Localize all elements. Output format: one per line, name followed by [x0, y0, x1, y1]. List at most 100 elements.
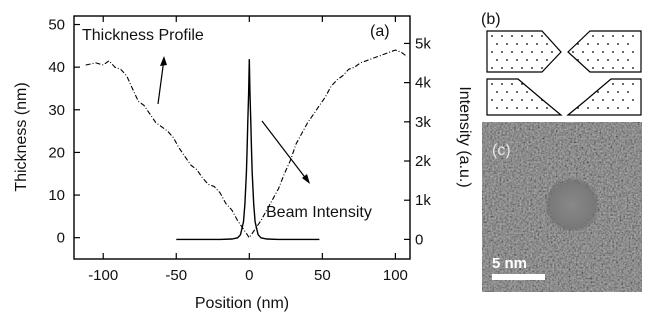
schematic-dots	[491, 35, 634, 109]
schematic-dot	[501, 67, 503, 69]
schematic-dot	[572, 51, 574, 53]
schematic-dot	[612, 83, 614, 85]
schematic-dot	[526, 91, 528, 93]
panel-c: (c) 5 nm	[482, 122, 642, 292]
schematic-dot	[531, 67, 533, 69]
schematic-dot	[612, 35, 614, 37]
beam-arrow-shaft	[261, 120, 308, 181]
schematic-dot	[632, 67, 634, 69]
schematic-dot	[607, 59, 609, 61]
schematic-dot	[541, 99, 543, 101]
schematic-taper-left	[567, 30, 642, 73]
schematic-dot	[551, 51, 553, 53]
schematic-taper-right	[486, 30, 562, 73]
schematic-dot	[597, 91, 599, 93]
y-right-tick-label: 2k	[415, 153, 431, 170]
y-left-tick-label: 10	[48, 187, 65, 204]
y-left-tick-label: 40	[48, 59, 65, 76]
y-right-tick-label: 4k	[415, 75, 431, 92]
y-left-tick-label: 0	[57, 230, 65, 247]
panel-b-label: (b)	[481, 11, 501, 28]
x-tick-label: 100	[383, 267, 408, 284]
schematic-dot	[496, 91, 498, 93]
schematic-dot	[577, 107, 579, 109]
schematic-dot	[587, 107, 589, 109]
schematic-dot	[511, 99, 513, 101]
x-axis-title: Position (nm)	[195, 295, 289, 312]
schematic-dot	[577, 43, 579, 45]
schematic-dot	[602, 51, 604, 53]
schematic-dot	[516, 59, 518, 61]
schematic-dot	[526, 59, 528, 61]
schematic-dot	[627, 43, 629, 45]
scale-bar	[492, 274, 545, 280]
panel-b: (b)	[481, 11, 642, 116]
schematic-dot	[622, 35, 624, 37]
schematic-dot	[491, 83, 493, 85]
schematic-dot	[632, 83, 634, 85]
x-tick-label: 50	[314, 267, 331, 284]
y-right-tick-label: 1k	[415, 192, 431, 209]
thickness-profile-annotation: Thickness Profile	[82, 27, 204, 44]
schematic-dot	[526, 43, 528, 45]
schematic-dot	[602, 35, 604, 37]
schematic-dot	[511, 83, 513, 85]
schematic-dot	[622, 67, 624, 69]
schematic-dot	[526, 107, 528, 109]
schematic-dot	[506, 43, 508, 45]
schematic-dot	[521, 51, 523, 53]
schematic-dot	[496, 43, 498, 45]
y-axis-right-title: Intensity (a.u.)	[456, 86, 473, 187]
panel-c-label: (c)	[492, 142, 511, 159]
schematic-dot	[617, 43, 619, 45]
schematic-dot	[521, 67, 523, 69]
schematic-dot	[602, 67, 604, 69]
schematic-dot	[617, 59, 619, 61]
schematic-dot	[592, 51, 594, 53]
y-right-tick-label: 3k	[415, 114, 431, 131]
schematic-dot	[501, 51, 503, 53]
schematic-dot	[511, 35, 513, 37]
series-thickness-profile	[85, 49, 408, 239]
schematic-dot	[627, 59, 629, 61]
x-tick-label: -100	[88, 267, 118, 284]
schematic-dot	[622, 83, 624, 85]
schematic-dot	[597, 107, 599, 109]
x-tick-label: 0	[245, 267, 253, 284]
schematic-dot	[501, 99, 503, 101]
schematic-dot	[506, 91, 508, 93]
schematic-dot	[516, 43, 518, 45]
scale-bar-label: 5 nm	[492, 255, 527, 272]
schematic-ramp-right	[486, 78, 563, 116]
schematic-dot	[592, 99, 594, 101]
y-right-tick-label: 0	[415, 231, 423, 248]
schematic-dot	[496, 59, 498, 61]
schematic-dot	[587, 59, 589, 61]
schematic-dot	[536, 43, 538, 45]
schematic-dot	[521, 83, 523, 85]
schematic-dot	[506, 107, 508, 109]
schematic-dot	[516, 107, 518, 109]
schematic-dot	[491, 99, 493, 101]
schematic-dot	[627, 91, 629, 93]
y-left-tick-label: 30	[48, 102, 65, 119]
thickness-arrow-shaft	[157, 58, 165, 105]
schematic-dot	[546, 59, 548, 61]
y-axis-left-title: Thickness (nm)	[13, 82, 30, 191]
panel-a-label: (a)	[370, 23, 390, 40]
schematic-dot	[501, 83, 503, 85]
x-tick-label: -50	[165, 267, 187, 284]
schematic-dot	[602, 99, 604, 101]
schematic-dot	[531, 35, 533, 37]
y-right-tick-label: 5k	[415, 35, 431, 52]
schematic-dot	[521, 99, 523, 101]
schematic-dot	[536, 59, 538, 61]
y-left-tick-label: 50	[48, 17, 65, 34]
schematic-dot	[501, 35, 503, 37]
schematic-dot	[491, 51, 493, 53]
schematic-dot	[622, 99, 624, 101]
beam-intensity-annotation: Beam Intensity	[266, 204, 372, 221]
schematic-dot	[607, 43, 609, 45]
